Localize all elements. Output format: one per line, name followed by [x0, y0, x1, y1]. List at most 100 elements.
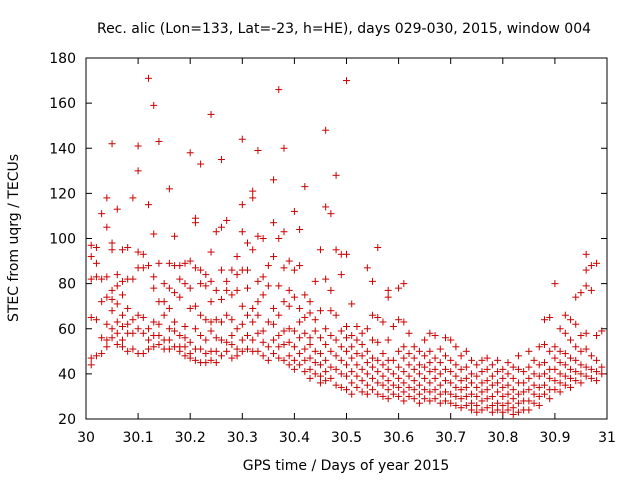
data-point — [254, 277, 262, 285]
data-point — [165, 345, 173, 353]
data-point — [530, 356, 538, 364]
data-point — [384, 336, 392, 344]
data-point — [598, 327, 606, 335]
data-point — [384, 377, 392, 385]
data-point — [426, 368, 434, 376]
data-point — [202, 336, 210, 344]
data-point — [546, 374, 554, 382]
data-point — [426, 397, 434, 405]
data-point — [212, 359, 220, 367]
data-point — [296, 262, 304, 270]
data-point — [118, 322, 126, 330]
data-point — [567, 365, 575, 373]
data-point — [98, 298, 106, 306]
data-point — [150, 343, 158, 351]
data-point — [540, 359, 548, 367]
data-point — [233, 286, 241, 294]
data-point — [353, 336, 361, 344]
y-tick-label: 100 — [49, 232, 76, 248]
data-point — [92, 273, 100, 281]
data-point — [186, 257, 194, 265]
data-point — [400, 280, 408, 288]
data-point — [447, 368, 455, 376]
data-point — [332, 171, 340, 179]
data-point — [301, 345, 309, 353]
data-point — [186, 149, 194, 157]
data-point — [223, 338, 231, 346]
data-point — [483, 354, 491, 362]
data-point — [400, 368, 408, 376]
data-point — [108, 286, 116, 294]
data-point — [217, 352, 225, 360]
x-tick-label: 30.7 — [435, 430, 466, 446]
data-point — [483, 404, 491, 412]
data-point — [249, 318, 257, 326]
data-point — [400, 388, 408, 396]
data-point — [389, 322, 397, 330]
data-point — [134, 142, 142, 150]
data-point — [254, 147, 262, 155]
data-point — [473, 372, 481, 380]
data-point — [259, 352, 267, 360]
data-point — [311, 277, 319, 285]
data-point — [202, 316, 210, 324]
data-point — [238, 135, 246, 143]
data-point — [587, 262, 595, 270]
data-point — [165, 336, 173, 344]
data-point — [395, 363, 403, 371]
data-point — [275, 311, 283, 319]
data-point — [217, 295, 225, 303]
data-point — [186, 354, 194, 362]
data-point — [212, 347, 220, 355]
data-point — [494, 406, 502, 414]
data-point — [369, 277, 377, 285]
data-point — [332, 381, 340, 389]
data-point — [98, 210, 106, 218]
data-point — [415, 347, 423, 355]
data-point — [567, 354, 575, 362]
data-point — [186, 284, 194, 292]
data-point — [530, 381, 538, 389]
data-point — [426, 388, 434, 396]
data-point — [238, 320, 246, 328]
data-point — [103, 223, 111, 231]
data-point — [363, 347, 371, 355]
data-point — [306, 374, 314, 382]
data-point — [400, 318, 408, 326]
data-point — [441, 397, 449, 405]
data-point — [348, 368, 356, 376]
data-point — [509, 374, 517, 382]
data-point — [98, 275, 106, 283]
data-point — [259, 273, 267, 281]
data-point — [441, 377, 449, 385]
data-point — [379, 381, 387, 389]
data-point — [561, 350, 569, 358]
data-point — [405, 392, 413, 400]
data-point — [145, 201, 153, 209]
data-point — [290, 327, 298, 335]
data-point — [223, 347, 231, 355]
data-point — [228, 332, 236, 340]
data-point — [535, 361, 543, 369]
data-point — [207, 248, 215, 256]
data-point — [280, 228, 288, 236]
data-point — [254, 311, 262, 319]
data-point — [395, 392, 403, 400]
data-point — [395, 284, 403, 292]
data-point — [374, 379, 382, 387]
data-point — [348, 300, 356, 308]
data-point — [488, 372, 496, 380]
x-tick-label: 30.6 — [383, 430, 414, 446]
data-point — [567, 316, 575, 324]
data-point — [87, 241, 95, 249]
data-point — [275, 343, 283, 351]
data-point — [228, 266, 236, 274]
data-point — [473, 361, 481, 369]
data-point — [113, 341, 121, 349]
data-point — [514, 352, 522, 360]
data-point — [546, 347, 554, 355]
data-point — [551, 354, 559, 362]
data-point — [421, 352, 429, 360]
data-point — [296, 225, 304, 233]
data-point — [478, 356, 486, 364]
